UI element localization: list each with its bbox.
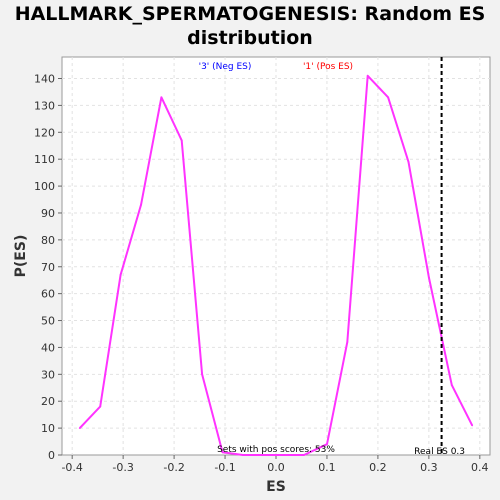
- annotations: Real ES 0.3 '3' (Neg ES) '1' (Pos ES) Sets …: [199, 57, 465, 457]
- chart-title-line-2: distribution: [187, 27, 313, 49]
- data-point: [346, 341, 349, 343]
- chart-title-line-1: HALLMARK_SPERMATOGENESIS: Random ES: [14, 3, 486, 25]
- y-axis-label: P(ES): [13, 235, 29, 278]
- y-tick-label: 60: [41, 288, 55, 301]
- grid: [62, 57, 490, 455]
- data-point: [326, 443, 328, 446]
- data-point: [140, 204, 142, 206]
- data-point: [180, 139, 183, 142]
- data-point: [160, 96, 163, 99]
- y-tick-label: 110: [34, 153, 55, 166]
- real-es-label: Real ES 0.3: [414, 447, 465, 457]
- data-point: [119, 273, 122, 276]
- x-tick-label: 0.3: [420, 461, 438, 474]
- x-tick-label: 0.4: [471, 461, 489, 474]
- data-point: [407, 160, 410, 163]
- y-tick-label: 100: [34, 180, 55, 193]
- data-point: [366, 74, 369, 77]
- x-tick-label: 0.2: [369, 461, 387, 474]
- y-tick-label: 40: [41, 341, 55, 354]
- y-tick-label: 0: [48, 449, 55, 462]
- data-point: [241, 454, 244, 456]
- y-tick-label: 90: [41, 207, 55, 220]
- y-tick-label: 30: [41, 368, 55, 381]
- y-tick-label: 120: [34, 126, 55, 139]
- data-point: [282, 454, 285, 456]
- pos-es-label: '1' (Pos ES): [303, 62, 353, 72]
- data-point: [303, 454, 305, 456]
- neg-es-label: '3' (Neg ES): [199, 62, 252, 72]
- x-tick-label: -0.3: [112, 461, 133, 474]
- y-tick-label: 10: [41, 422, 55, 435]
- x-tick-label: 0.1: [318, 461, 336, 474]
- data-point: [450, 384, 453, 386]
- x-tick-label: -0.2: [163, 461, 184, 474]
- data-point: [221, 451, 224, 454]
- y-tick-label: 140: [34, 73, 55, 86]
- y-tick-label: 50: [41, 315, 55, 328]
- x-tick-label: -0.1: [214, 461, 235, 474]
- series-line: [79, 74, 474, 456]
- data-point: [78, 427, 81, 430]
- pos-scores-label: Sets with pos scores: 53%: [217, 445, 335, 455]
- y-tick-label: 70: [41, 261, 55, 274]
- y-tick-label: 20: [41, 395, 55, 408]
- data-point: [427, 276, 430, 279]
- chart-title: HALLMARK_SPERMATOGENESIS: Random ES dist…: [0, 2, 500, 50]
- data-point: [99, 405, 102, 408]
- x-tick-label: -0.4: [61, 461, 82, 474]
- data-point: [471, 424, 474, 427]
- data-point: [262, 454, 265, 456]
- x-axis-label: ES: [266, 479, 286, 495]
- series-layer: [78, 74, 474, 456]
- x-tick-label: 0.0: [267, 461, 285, 474]
- axes: 0 10 20 30 40 50 60 70 80 90 100 110 120 130 140 -0.4 -0…: [34, 73, 489, 474]
- data-point: [201, 373, 204, 376]
- y-tick-label: 80: [41, 234, 55, 247]
- data-point: [387, 96, 389, 99]
- y-tick-label: 130: [34, 99, 55, 112]
